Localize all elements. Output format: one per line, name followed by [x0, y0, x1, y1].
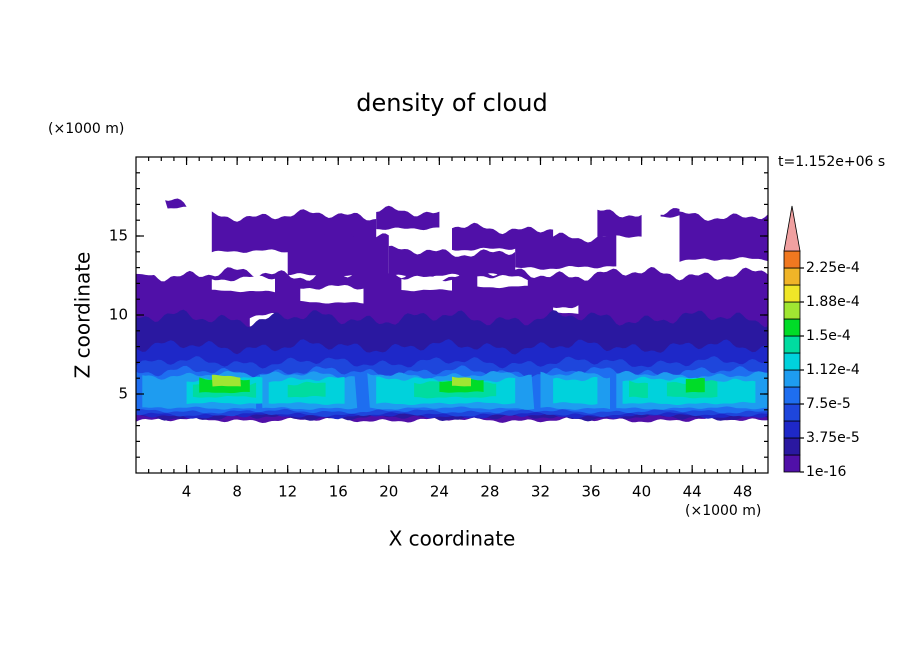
colorbar-box [783, 284, 801, 303]
colorbar-box [783, 403, 801, 422]
time-label: t=1.152e+06 s [778, 154, 885, 170]
x-tick-label: 44 [683, 483, 702, 501]
x-tick-label: 40 [632, 483, 651, 501]
y-tick-label: 15 [109, 227, 128, 245]
contour-fill [376, 205, 440, 231]
chart-title: density of cloud [356, 89, 547, 117]
colorbar-box [783, 318, 801, 337]
colorbar-box [783, 267, 801, 286]
colorbar-box [783, 250, 801, 269]
colorbar-box [783, 386, 801, 405]
contour-fill [300, 285, 364, 304]
colorbar-label: 1.12e-4 [806, 362, 860, 378]
x-unit: (×1000 m) [685, 503, 761, 519]
x-tick-label: 24 [430, 483, 449, 501]
contour-fill [597, 209, 642, 238]
contour-fill [287, 230, 389, 278]
contour-fill [211, 374, 241, 387]
contour-fill [287, 381, 326, 398]
contour-fill [388, 245, 516, 278]
colorbar-box [783, 420, 801, 439]
x-tick-label: 20 [379, 483, 398, 501]
colorbar-box [783, 437, 801, 456]
contour-fill [629, 380, 648, 398]
colorbar-label: 1.5e-4 [806, 328, 851, 344]
contour-fill [685, 377, 705, 393]
colorbar-box [783, 454, 801, 473]
y-axis-label: Z coordinate [71, 252, 95, 379]
x-tick-label: 48 [733, 483, 752, 501]
contour-field [136, 198, 768, 423]
contour-fill [477, 275, 528, 289]
contour-fill [553, 376, 598, 405]
x-tick-label: 8 [232, 483, 242, 501]
colorbar-label: 2.25e-4 [806, 260, 860, 276]
colorbar-box [783, 352, 801, 371]
x-axis-label: X coordinate [389, 527, 516, 551]
contour-fill [452, 376, 471, 387]
colorbar-label: 3.75e-5 [806, 430, 860, 446]
x-tick-label: 16 [329, 483, 348, 501]
colorbar-over [783, 205, 801, 252]
x-tick-label: 12 [278, 483, 297, 501]
colorbar-box [783, 301, 801, 320]
colorbar-label: 7.5e-5 [806, 396, 851, 412]
y-tick-label: 5 [118, 385, 128, 403]
contour-fill [515, 230, 617, 270]
colorbar-box [783, 369, 801, 388]
contour-fill [165, 198, 187, 209]
x-tick-label: 32 [531, 483, 550, 501]
contour-fill [401, 275, 452, 292]
contour-fill [553, 305, 579, 314]
contour-fill [660, 208, 680, 218]
colorbar-box [783, 335, 801, 354]
contour-fill [136, 260, 155, 276]
x-tick-label: 4 [182, 483, 192, 501]
contour-fill [679, 211, 768, 262]
x-tick-label: 36 [581, 483, 600, 501]
contour-fill [211, 275, 275, 293]
y-tick-label: 10 [109, 306, 128, 324]
x-tick-label: 28 [480, 483, 499, 501]
y-unit: (×1000 m) [48, 121, 124, 137]
colorbar-label: 1e-16 [806, 464, 846, 480]
colorbar-label: 1.88e-4 [806, 294, 860, 310]
